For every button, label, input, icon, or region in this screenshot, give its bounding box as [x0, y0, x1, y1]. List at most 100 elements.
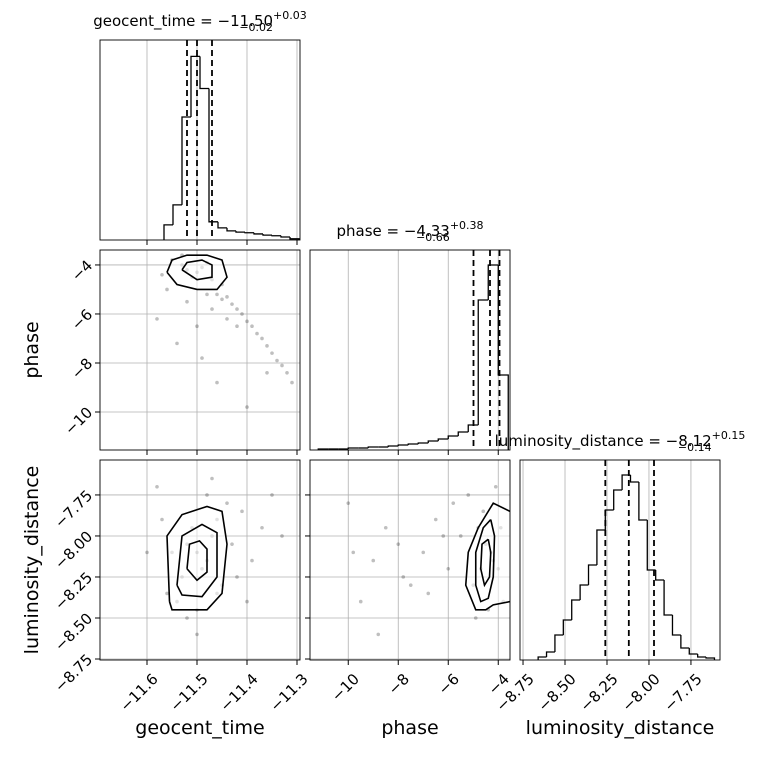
title-main: luminosity_distance = −8.12 [495, 432, 712, 451]
y-tick-label: −4 [68, 256, 96, 284]
scatter-point [215, 292, 219, 297]
contour [181, 259, 213, 281]
scatter-point [225, 295, 229, 299]
scatter-point [250, 324, 254, 329]
title-lower: −0.14 [678, 441, 712, 454]
contour [166, 505, 228, 611]
panel-frame [99, 39, 301, 241]
histogram-bin [397, 444, 409, 446]
histogram-bin [253, 232, 263, 235]
scatter-point [185, 299, 189, 304]
histogram-bin [457, 431, 469, 436]
x-axis-label: geocent_time [135, 717, 264, 739]
histogram-bin [579, 584, 589, 600]
scatter-point [396, 542, 401, 546]
y-tick-label: −8.75 [51, 651, 96, 696]
panel: −11.6 −11.5 −11.4 −11.3 −7.75−8.00−8.25−8.50… [21, 459, 312, 739]
histogram-bin [613, 489, 623, 510]
scatter-point [250, 558, 254, 563]
histogram-bin [199, 56, 209, 90]
x-tick-label: −10 [328, 670, 363, 705]
histogram-bin [437, 438, 449, 441]
panel: phase = −4.33+0.38 −0.66 [309, 219, 511, 455]
scatter-point [265, 344, 269, 348]
scatter-point [290, 380, 294, 385]
scatter-point [165, 287, 169, 292]
scatter-point [346, 501, 351, 505]
x-tick-label: −8.25 [577, 670, 622, 715]
title-lower: −0.66 [416, 231, 450, 244]
scatter-point [205, 292, 209, 297]
scatter-point [185, 616, 189, 620]
title-upper: +0.15 [712, 429, 746, 442]
histogram-bin [387, 445, 399, 447]
x-tick-label: −7.75 [660, 670, 705, 715]
scatter-point [235, 324, 239, 329]
x-axis-label: luminosity_distance [526, 717, 715, 739]
histogram-bin [226, 227, 236, 232]
scatter-point [155, 484, 159, 489]
scatter-point [358, 599, 363, 604]
scatter-point [205, 493, 209, 497]
scatter-point [175, 341, 179, 346]
title-main: geocent_time = −11.50 [93, 12, 273, 31]
scatter-point [481, 509, 486, 514]
scatter-point [376, 632, 381, 637]
scatter-point [451, 501, 456, 505]
panel-frame [309, 459, 511, 661]
scatter-point [235, 307, 239, 311]
x-tick-label: −8 [385, 670, 413, 698]
histogram-bin [655, 570, 665, 581]
contour [166, 254, 228, 291]
title-main: phase = −4.33 [336, 222, 449, 240]
histogram-bin [407, 443, 419, 445]
contour [464, 502, 510, 611]
x-tick-label: −8.00 [618, 670, 663, 715]
scatter-point [285, 370, 289, 375]
histogram-bin [208, 88, 218, 223]
title-lower: −0.02 [239, 21, 273, 34]
histogram-bin [604, 509, 614, 530]
scatter-point [240, 509, 244, 514]
histogram-bin [271, 235, 281, 237]
histogram-bin [545, 651, 555, 657]
scatter-point [466, 493, 471, 497]
histogram-bin [417, 442, 429, 444]
scatter-point [160, 272, 164, 277]
scatter-point [230, 302, 234, 306]
y-tick-label: −8.00 [51, 527, 96, 572]
scatter-point [215, 380, 219, 385]
scatter-point [441, 534, 446, 538]
scatter-point [160, 517, 164, 522]
x-tick-label: −11.6 [117, 670, 162, 715]
panel-frame [309, 249, 511, 451]
scatter-point [275, 358, 279, 363]
histogram-bin [235, 230, 245, 233]
histogram-bin [562, 619, 572, 635]
scatter-point [225, 317, 229, 321]
y-tick-label: −6 [68, 305, 96, 333]
scatter-point [260, 336, 264, 341]
histogram-bin [280, 235, 290, 238]
scatter-point [245, 405, 249, 409]
histogram-bin [554, 634, 564, 652]
scatter-point [210, 476, 214, 481]
y-axis-label: luminosity_distance [21, 466, 43, 655]
scatter-point [165, 591, 169, 596]
scatter-point [433, 517, 438, 522]
scatter-point [446, 566, 451, 571]
y-axis-label: phase [21, 321, 43, 378]
scatter-point [235, 575, 239, 579]
histogram-bin [705, 657, 716, 660]
histogram-bin [688, 648, 698, 655]
histogram-bin [596, 529, 606, 565]
scatter-point [458, 534, 463, 538]
panel: −4 −6 −8 −10 phase [21, 249, 301, 455]
scatter-point [270, 493, 274, 497]
histogram-bin [347, 447, 359, 449]
histogram-bin [571, 599, 581, 620]
scatter-point [245, 599, 249, 604]
panel-frame [99, 249, 301, 451]
x-tick-label: −11.5 [167, 670, 212, 715]
